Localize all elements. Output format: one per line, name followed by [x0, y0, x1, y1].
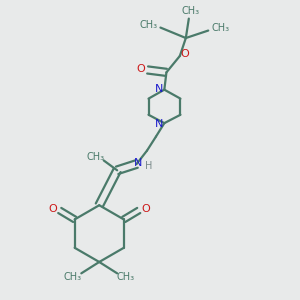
Text: CH₃: CH₃: [86, 152, 104, 163]
Text: CH₃: CH₃: [116, 272, 135, 282]
Text: CH₃: CH₃: [64, 272, 82, 282]
Text: CH₃: CH₃: [140, 20, 158, 30]
Text: CH₃: CH₃: [181, 6, 200, 16]
Text: N: N: [134, 158, 142, 168]
Text: N: N: [155, 84, 163, 94]
Text: O: O: [49, 204, 58, 214]
Text: O: O: [141, 204, 150, 214]
Text: H: H: [145, 161, 152, 171]
Text: N: N: [155, 119, 163, 129]
Text: O: O: [137, 64, 146, 74]
Text: O: O: [181, 50, 190, 59]
Text: CH₃: CH₃: [211, 22, 229, 33]
